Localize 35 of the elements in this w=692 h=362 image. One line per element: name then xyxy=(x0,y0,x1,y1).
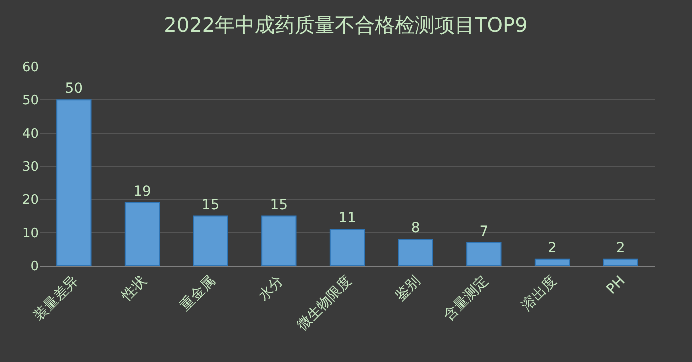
data-label: 8 xyxy=(411,220,420,236)
data-label: 50 xyxy=(65,81,84,98)
data-label: 2 xyxy=(548,240,557,256)
y-tick-label: 60 xyxy=(22,60,39,76)
y-tick-label: 50 xyxy=(22,94,39,109)
bar xyxy=(466,242,502,266)
x-tick-label: 微生物限度 xyxy=(294,273,356,334)
chart-title: 2022年中成药质量不合格检测项目TOP9 xyxy=(164,13,528,38)
x-tick-label: 性状 xyxy=(118,273,150,306)
data-label: 11 xyxy=(338,210,356,227)
data-label: 19 xyxy=(134,184,152,200)
y-tick-label: 20 xyxy=(22,193,39,208)
x-tick-label: 鉴别 xyxy=(392,273,424,304)
x-tick-label: 重金属 xyxy=(178,273,219,314)
x-tick-label: 装量差异 xyxy=(31,273,82,324)
y-tick-label: 0 xyxy=(30,260,39,275)
bar xyxy=(534,258,570,266)
x-tick-label: PH xyxy=(604,273,629,298)
bar xyxy=(330,229,366,266)
y-tick-label: 40 xyxy=(22,126,39,142)
x-tick-label: 水分 xyxy=(256,273,287,304)
bar xyxy=(398,238,434,266)
bar xyxy=(193,216,228,266)
bar xyxy=(124,202,160,266)
data-label: 15 xyxy=(270,197,288,214)
y-tick-label: 10 xyxy=(22,226,39,242)
bar xyxy=(603,258,638,266)
data-label: 7 xyxy=(480,224,489,240)
x-tick-label: 含量测定 xyxy=(441,273,492,324)
bar xyxy=(262,216,297,266)
data-label: 15 xyxy=(202,197,220,214)
x-tick-label: 溶出度 xyxy=(519,273,560,314)
data-label: 2 xyxy=(616,240,626,256)
y-tick-label: 30 xyxy=(22,160,39,176)
bar xyxy=(56,100,92,266)
